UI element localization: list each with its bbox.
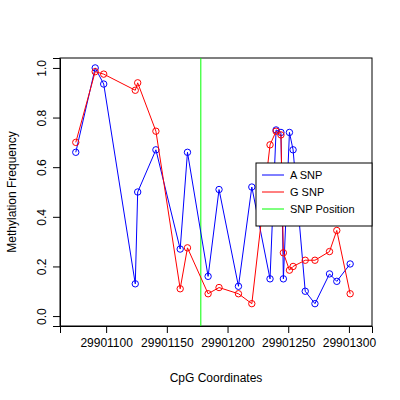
x-axis: 29901100 29901150 29901200 29901250 29901300 (61, 326, 377, 350)
x-tick-mark (349, 326, 350, 333)
data-point (132, 281, 138, 287)
y-tick: 0.6 (35, 159, 60, 176)
data-point (177, 246, 183, 252)
data-point (73, 139, 79, 145)
data-point (205, 291, 211, 297)
data-point (92, 68, 98, 74)
y-tick: 0.8 (35, 109, 60, 126)
x-tick-label: 29901200 (201, 336, 255, 350)
data-point (249, 184, 255, 190)
plot-area (73, 58, 354, 326)
y-tick-label: 0.2 (35, 258, 49, 275)
y-tick-mark (53, 217, 60, 218)
y-tick-label: 0.0 (35, 308, 49, 325)
y-tick-label: 0.6 (35, 159, 49, 176)
y-tick-mark (53, 118, 60, 119)
x-tick: 29901250 (262, 326, 316, 350)
data-point (134, 80, 140, 86)
y-tick-mark (53, 266, 60, 267)
y-tick-mark (53, 316, 60, 317)
legend-label: G SNP (290, 186, 324, 198)
legend-label: SNP Position (290, 203, 355, 215)
data-point (312, 300, 318, 306)
y-axis-line (53, 59, 61, 327)
x-axis-line (61, 327, 373, 334)
data-point (216, 186, 222, 192)
y-tick-label: 0.8 (35, 109, 49, 126)
data-point (286, 267, 292, 273)
data-point (286, 129, 292, 135)
data-point (347, 291, 353, 297)
data-point (101, 71, 107, 77)
x-tick: 29901200 (201, 326, 255, 350)
y-tick: 0.0 (35, 308, 60, 325)
y-tick: 0.4 (35, 209, 60, 226)
x-tick-label: 29901150 (141, 336, 194, 350)
x-tick: 29901150 (141, 326, 194, 350)
data-point (280, 276, 286, 282)
y-tick: 0.2 (35, 258, 60, 275)
x-tick: 29901300 (323, 326, 377, 350)
data-point (302, 257, 308, 263)
x-tick-mark (106, 326, 107, 333)
data-point (267, 142, 273, 148)
data-point (326, 271, 332, 277)
y-tick-label: 1.0 (35, 60, 49, 77)
data-point (184, 149, 190, 155)
series-line (76, 68, 350, 304)
y-axis: 0.0 0.2 0.4 0.6 0.8 1.0 (35, 59, 61, 327)
chart: 29901100 29901150 29901200 29901250 29901300… (0, 0, 400, 400)
data-point (290, 263, 296, 269)
y-tick-mark (53, 68, 60, 69)
y-axis-title: Methylation Frequency (5, 131, 19, 252)
data-point (92, 65, 98, 71)
snp-line (200, 58, 201, 326)
legend: A SNP G SNP SNP Position (256, 163, 372, 226)
y-tick-label: 0.4 (35, 209, 49, 226)
data-point (249, 300, 255, 306)
plot-frame (60, 58, 372, 326)
data-point (184, 245, 190, 251)
data-point (216, 284, 222, 290)
data-point (73, 149, 79, 155)
x-tick-label: 29901100 (80, 336, 133, 350)
data-point (177, 286, 183, 292)
y-tick: 1.0 (35, 60, 60, 77)
legend-swatch (262, 209, 284, 210)
series-line (76, 72, 350, 304)
data-point (205, 273, 211, 279)
x-axis-title: CpG Coordinates (170, 371, 263, 385)
x-tick-label: 29901300 (323, 336, 377, 350)
data-point (334, 278, 340, 284)
legend-swatch (262, 175, 284, 176)
x-tick-mark (288, 326, 289, 333)
x-tick-mark (228, 326, 229, 333)
data-point (132, 87, 138, 93)
x-tick: 29901100 (80, 326, 133, 350)
data-point (347, 261, 353, 267)
data-point (267, 276, 273, 282)
y-tick-mark (53, 167, 60, 168)
legend-swatch (262, 192, 284, 193)
data-point (302, 288, 308, 294)
data-point (290, 147, 296, 153)
legend-label: A SNP (290, 169, 322, 181)
data-point (101, 81, 107, 87)
x-tick-label: 29901250 (262, 336, 316, 350)
data-point (134, 189, 140, 195)
legend-box (256, 163, 372, 226)
data-point (334, 227, 340, 233)
x-tick-mark (167, 326, 168, 333)
data-point (153, 128, 159, 134)
data-point (280, 250, 286, 256)
data-point (278, 132, 284, 138)
data-point (312, 257, 318, 263)
data-point (235, 291, 241, 297)
data-point (326, 248, 332, 254)
data-point (235, 283, 241, 289)
